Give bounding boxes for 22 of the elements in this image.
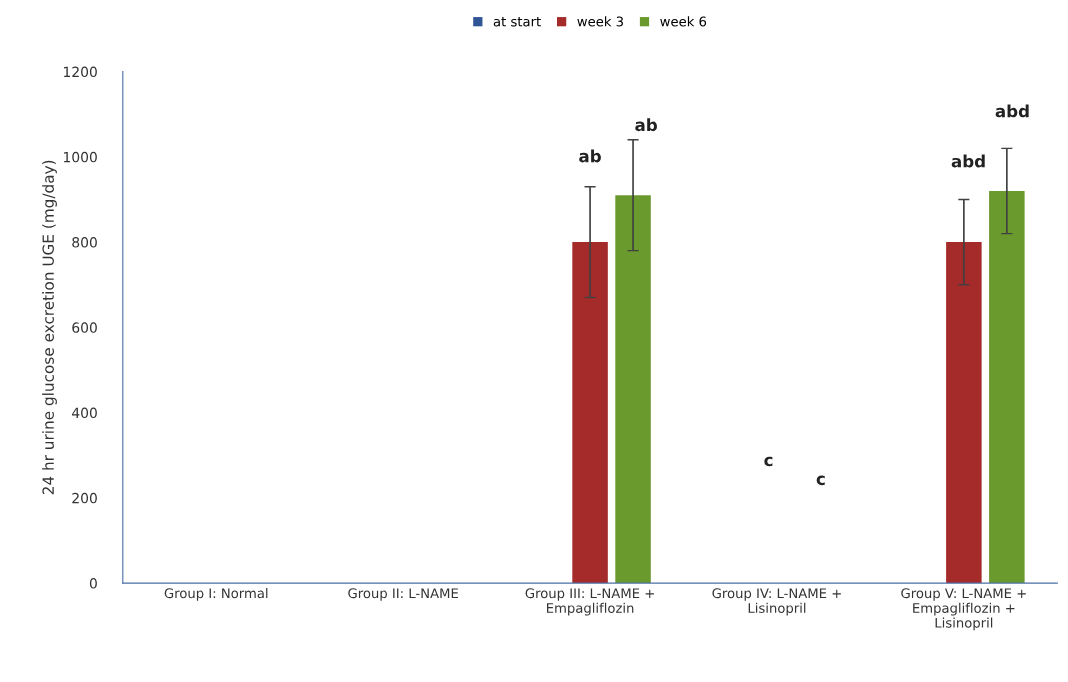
legend-label: at start: [493, 17, 541, 27]
x-tick-label: Group I: Normal: [164, 587, 268, 601]
y-tick-label: 1000: [64, 151, 97, 163]
y-tick-label: 200: [72, 492, 97, 504]
y-tick-label: 400: [71, 407, 97, 419]
annotation: abd: [951, 154, 985, 168]
annotation: ab: [579, 149, 601, 163]
x-tick-label: Group V: L-NAME + Empagliflozin + Lisinopril: [901, 588, 1026, 631]
annotation: c: [816, 475, 825, 486]
x-tick-label: Group III: L-NAME + Empagliflozin: [525, 588, 654, 616]
annotation: c: [764, 456, 773, 467]
y-tick-label: 600: [72, 322, 97, 333]
y-tick-label: 800: [72, 237, 97, 248]
annotation: abd: [995, 104, 1029, 118]
y-tick-label: 0: [89, 578, 97, 589]
y-axis-title: 24 hr urine glucose excretion UGE (mg/day): [42, 160, 57, 495]
x-tick-label: Group II: L-NAME: [348, 588, 458, 601]
legend-label: week 3: [577, 16, 623, 27]
annotation: ab: [635, 118, 657, 132]
y-tick-label: 1200: [64, 66, 97, 78]
legend-label: week 6: [660, 16, 707, 27]
x-tick-label: Group IV: L-NAME + Lisinopril: [712, 588, 841, 616]
